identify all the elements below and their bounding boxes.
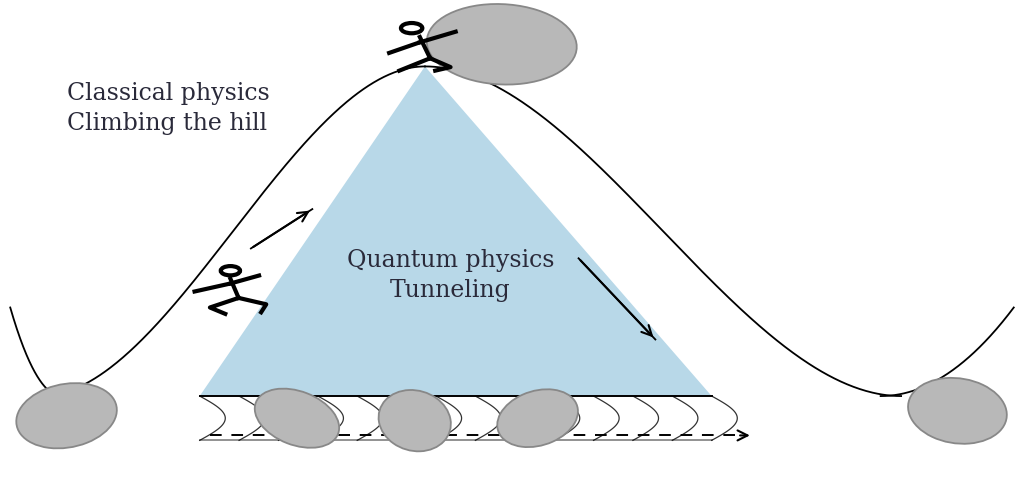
Text: Classical physics
Climbing the hill: Classical physics Climbing the hill	[67, 82, 269, 135]
Text: Quantum physics
Tunneling: Quantum physics Tunneling	[347, 249, 554, 302]
Ellipse shape	[401, 23, 422, 33]
Ellipse shape	[427, 4, 577, 85]
Ellipse shape	[498, 389, 578, 447]
Ellipse shape	[255, 389, 339, 448]
Ellipse shape	[16, 383, 117, 448]
Ellipse shape	[908, 378, 1007, 444]
Ellipse shape	[221, 266, 240, 276]
Polygon shape	[200, 66, 712, 396]
Ellipse shape	[379, 390, 451, 451]
